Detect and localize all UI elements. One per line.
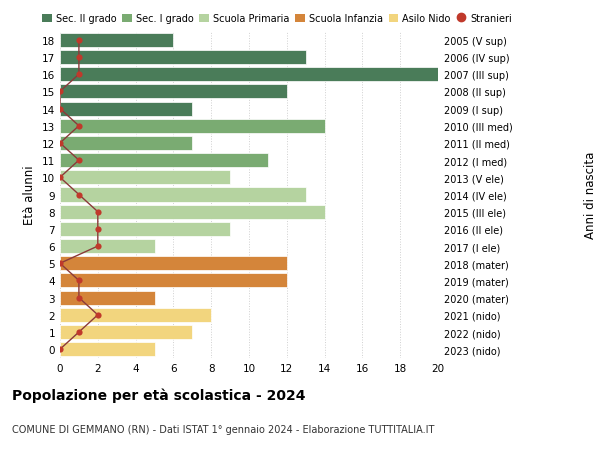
Point (74, 37, 84, 45)
Point (93, 208, 103, 216)
Point (93, 226, 103, 233)
Bar (60, 51, 306, 65)
Bar (60, 137, 193, 151)
Point (74, 71, 84, 78)
Point (74, 294, 84, 302)
Text: Anni di nascita: Anni di nascita (584, 151, 598, 239)
Bar (60, 119, 325, 134)
Bar (60, 188, 306, 202)
Point (74, 329, 84, 336)
Bar (60, 102, 193, 116)
Text: COMUNE DI GEMMANO (RN) - Dati ISTAT 1° gennaio 2024 - Elaborazione TUTTITALIA.IT: COMUNE DI GEMMANO (RN) - Dati ISTAT 1° g… (12, 425, 434, 435)
Bar (60, 257, 287, 271)
Bar (60, 68, 438, 82)
Point (74, 157, 84, 164)
Bar (60, 171, 230, 185)
Point (74, 54, 84, 62)
Y-axis label: Età alunni: Età alunni (23, 165, 37, 225)
Legend: Sec. II grado, Sec. I grado, Scuola Primaria, Scuola Infanzia, Asilo Nido, Stran: Sec. II grado, Sec. I grado, Scuola Prim… (42, 14, 512, 24)
Point (55, 260, 65, 267)
Bar (60, 85, 287, 99)
Bar (60, 240, 155, 253)
Point (55, 106, 65, 113)
Point (55, 346, 65, 353)
Bar (60, 222, 230, 236)
Bar (60, 154, 268, 168)
Bar (60, 291, 155, 305)
Point (93, 312, 103, 319)
Point (74, 277, 84, 285)
Point (74, 123, 84, 130)
Point (55, 140, 65, 147)
Point (55, 174, 65, 182)
Bar (60, 205, 325, 219)
Bar (60, 308, 211, 322)
Point (93, 243, 103, 250)
Bar (60, 325, 193, 339)
Point (74, 191, 84, 199)
Bar (60, 342, 155, 357)
Point (55, 89, 65, 96)
Bar (60, 34, 173, 48)
Bar (60, 274, 287, 288)
Text: Popolazione per età scolastica - 2024: Popolazione per età scolastica - 2024 (12, 388, 305, 403)
